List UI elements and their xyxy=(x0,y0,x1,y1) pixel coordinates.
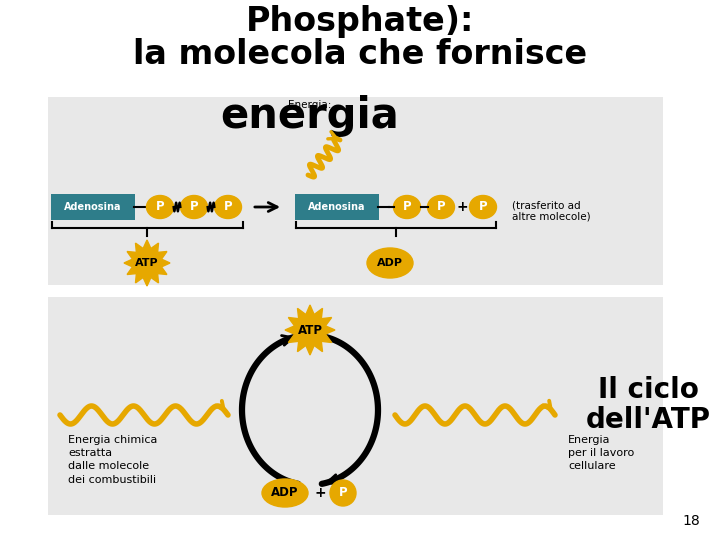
Ellipse shape xyxy=(469,195,497,219)
Text: P: P xyxy=(338,487,347,500)
Text: Energia
per il lavoro
cellulare: Energia per il lavoro cellulare xyxy=(568,435,634,471)
Text: +: + xyxy=(314,486,326,500)
Text: ATP: ATP xyxy=(297,323,323,336)
Text: Il ciclo: Il ciclo xyxy=(598,376,698,404)
Text: la molecola che fornisce: la molecola che fornisce xyxy=(133,38,587,71)
Ellipse shape xyxy=(330,480,356,506)
FancyBboxPatch shape xyxy=(48,97,663,285)
Ellipse shape xyxy=(215,195,241,219)
Text: P: P xyxy=(479,200,487,213)
Text: ATP: ATP xyxy=(135,258,159,268)
Ellipse shape xyxy=(181,195,207,219)
Text: Energia chimica
estratta
dalle molecole
dei combustibili: Energia chimica estratta dalle molecole … xyxy=(68,435,158,484)
Ellipse shape xyxy=(146,195,174,219)
Text: +: + xyxy=(456,200,468,214)
Polygon shape xyxy=(285,305,335,355)
Text: (trasferito ad
altre molecole): (trasferito ad altre molecole) xyxy=(512,200,590,221)
Text: ADP: ADP xyxy=(271,487,299,500)
Text: P: P xyxy=(224,200,233,213)
Ellipse shape xyxy=(262,479,308,507)
Polygon shape xyxy=(124,240,170,286)
Ellipse shape xyxy=(394,195,420,219)
Text: P: P xyxy=(402,200,411,213)
FancyBboxPatch shape xyxy=(51,194,135,220)
Text: P: P xyxy=(437,200,445,213)
Text: P: P xyxy=(189,200,198,213)
Text: Phosphate):: Phosphate): xyxy=(246,5,474,38)
Text: Adenosina: Adenosina xyxy=(308,202,366,212)
Text: ADP: ADP xyxy=(377,258,403,268)
Text: energia: energia xyxy=(220,95,400,137)
Text: 18: 18 xyxy=(683,514,700,528)
Text: Adenosina: Adenosina xyxy=(64,202,122,212)
Ellipse shape xyxy=(367,248,413,278)
Text: dell'ATP: dell'ATP xyxy=(585,406,711,434)
FancyBboxPatch shape xyxy=(295,194,379,220)
Text: P: P xyxy=(156,200,164,213)
Ellipse shape xyxy=(428,195,454,219)
Text: Energia:: Energia: xyxy=(288,100,332,110)
FancyBboxPatch shape xyxy=(48,297,663,515)
